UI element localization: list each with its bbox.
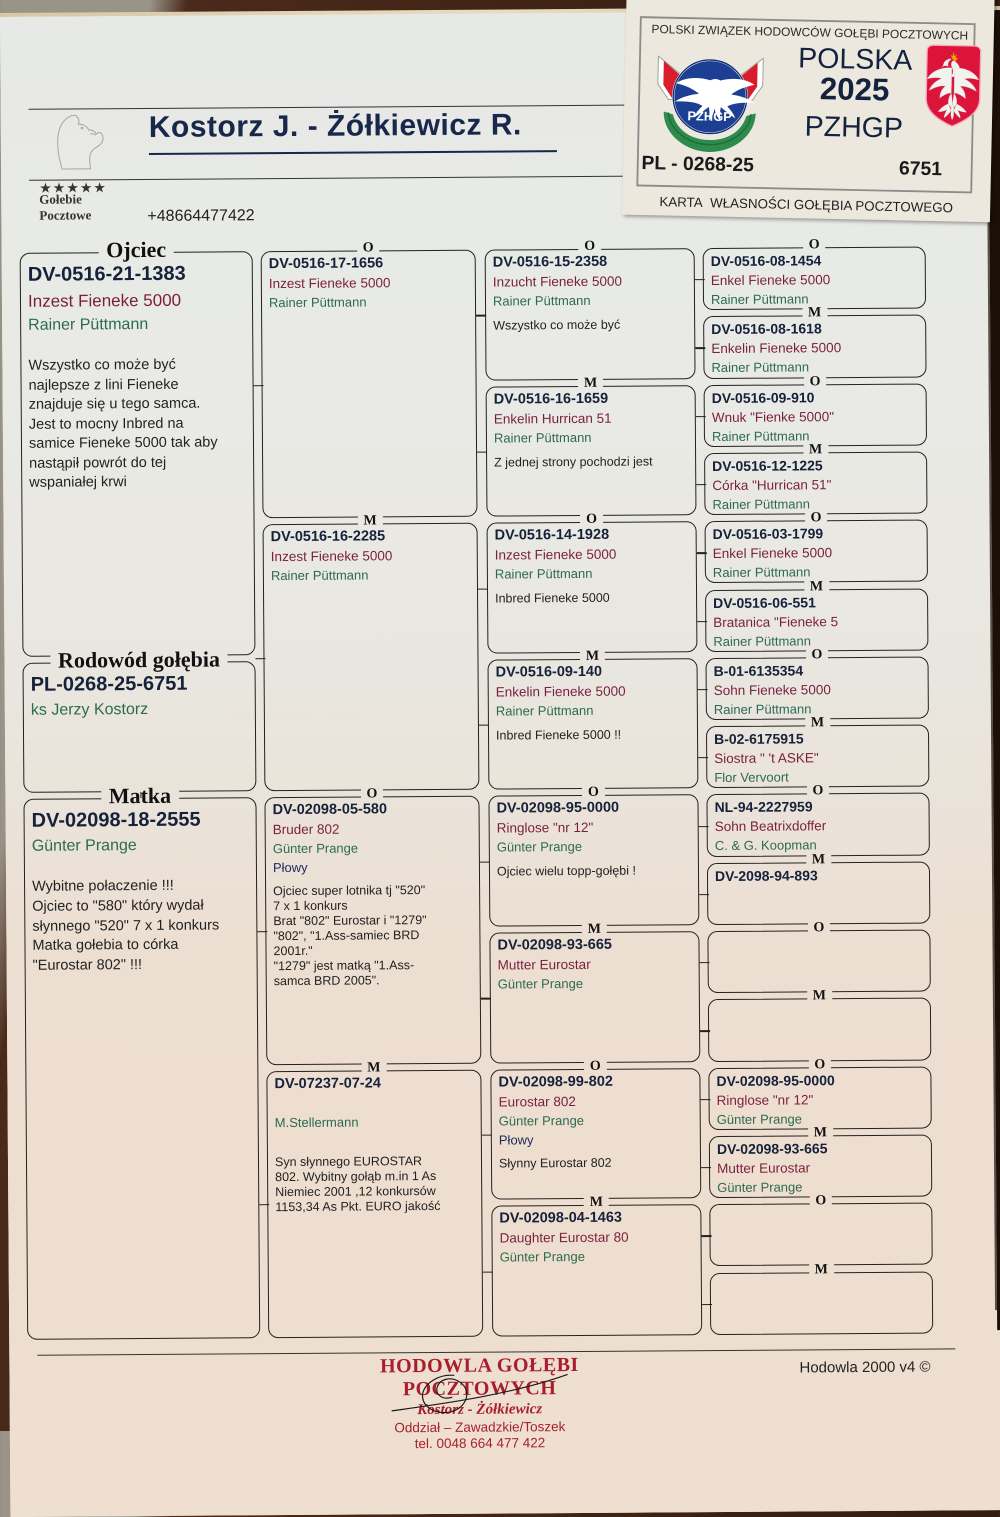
svg-text:PZHGP: PZHGP — [687, 108, 732, 124]
